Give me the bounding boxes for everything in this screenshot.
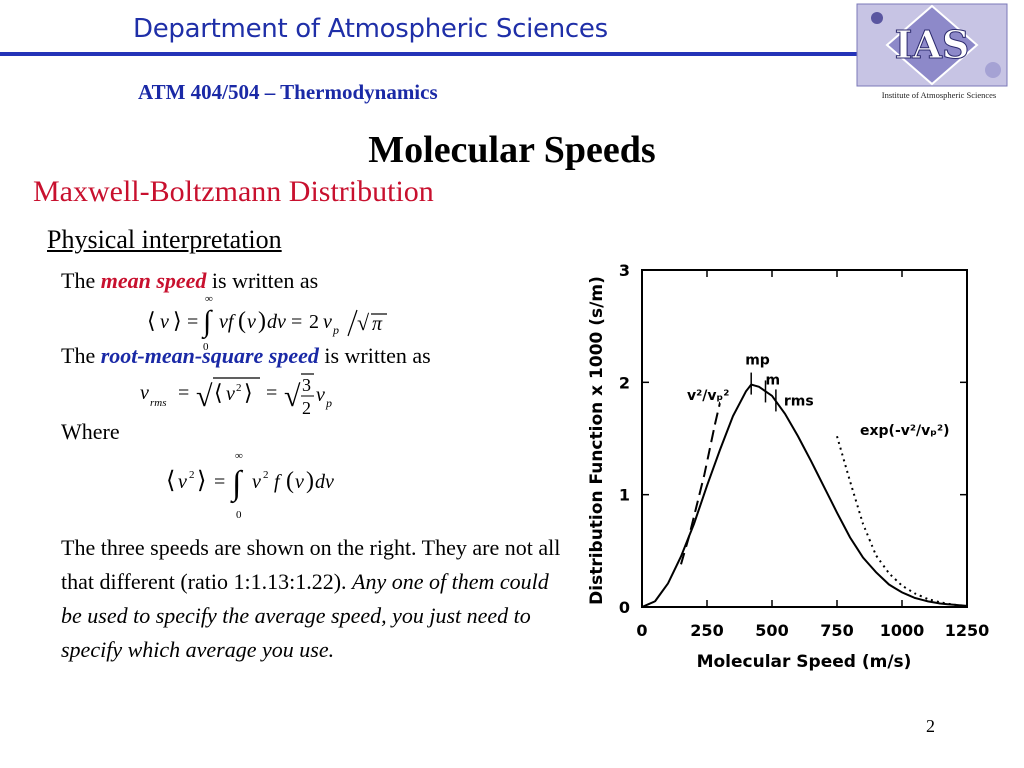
paragraph-italic: Any one of them could be used to specify… xyxy=(61,569,549,662)
y-axis-label: Distribution Function x 1000 (s/m) xyxy=(587,276,607,605)
x-tick-label: 1250 xyxy=(945,621,990,640)
logo-text: IAS xyxy=(895,22,970,67)
svg-text:v: v xyxy=(178,471,187,493)
svg-text:v: v xyxy=(247,311,256,333)
svg-text:√: √ xyxy=(284,380,301,413)
svg-text:∞: ∞ xyxy=(205,293,213,305)
y-tick-label: 3 xyxy=(619,261,630,280)
series-line-2 xyxy=(836,435,968,607)
svg-text:√: √ xyxy=(357,310,370,335)
x-tick-label: 500 xyxy=(755,621,788,640)
svg-text:=: = xyxy=(178,382,189,404)
marker-label-mp: mp xyxy=(745,353,770,369)
svg-text:v: v xyxy=(226,383,235,405)
svg-text:p: p xyxy=(332,323,339,337)
svg-text:⟩: ⟩ xyxy=(173,308,182,333)
svg-text:v: v xyxy=(140,382,149,404)
department-title: Department of Atmospheric Sciences xyxy=(133,14,608,44)
svg-text:=: = xyxy=(291,311,302,333)
mean-speed-term: mean speed xyxy=(100,268,207,293)
svg-text:0: 0 xyxy=(203,341,209,350)
svg-text:π: π xyxy=(372,313,383,335)
svg-text:∞: ∞ xyxy=(235,450,243,462)
svg-text:0: 0 xyxy=(236,509,242,521)
series-line-1 xyxy=(680,402,721,565)
svg-text:∫: ∫ xyxy=(230,465,244,504)
text-is-written: is written as xyxy=(206,268,319,293)
x-tick-label: 0 xyxy=(636,621,647,640)
svg-text:v: v xyxy=(295,471,304,493)
svg-text:⟩: ⟩ xyxy=(244,380,253,405)
rms-speed-term: root-mean-square speed xyxy=(100,343,319,368)
svg-text:p: p xyxy=(325,396,332,410)
svg-text:v: v xyxy=(252,471,261,493)
svg-text:2: 2 xyxy=(189,469,195,481)
marker-label-rms: rms xyxy=(784,393,814,409)
svg-text:=: = xyxy=(266,382,277,404)
mean-speed-line: The mean speed is written as xyxy=(61,268,318,294)
plot-frame xyxy=(641,269,968,608)
svg-text:v: v xyxy=(316,384,325,406)
series-label-exp: exp(-v²/vₚ²) xyxy=(860,423,950,439)
svg-text:(: ( xyxy=(286,468,294,494)
svg-text:⟨: ⟨ xyxy=(147,308,156,333)
x-tick-label: 250 xyxy=(690,621,723,640)
paragraph-text: The three speeds are shown on the right.… xyxy=(61,535,561,594)
x-axis-label: Molecular Speed (m/s) xyxy=(697,652,912,672)
svg-text:2: 2 xyxy=(302,398,311,418)
series-label-ratio: v²/vₚ² xyxy=(687,388,729,404)
svg-text:=: = xyxy=(214,471,225,493)
ias-logo: IAS Institute of Atmospheric Sciences xyxy=(856,3,1008,100)
text-the: The xyxy=(61,268,101,293)
text-is-written-2: is written as xyxy=(318,343,431,368)
series-line-0 xyxy=(641,383,968,608)
svg-text:v: v xyxy=(160,311,169,333)
header-rule xyxy=(0,52,862,56)
rms-speed-equation: v rms = √ ⟨ v 2 ⟩ = √ 3 2 v p xyxy=(140,373,332,418)
x-tick-label: 1000 xyxy=(880,621,925,640)
section-heading: Physical interpretation xyxy=(47,225,282,254)
marker-label-m: m xyxy=(766,372,781,388)
logo-caption: Institute of Atmospheric Sciences xyxy=(882,90,997,100)
where-label: Where xyxy=(61,419,120,444)
slide-subtitle: Maxwell-Boltzmann Distribution xyxy=(33,175,434,208)
svg-text:2: 2 xyxy=(263,469,269,481)
svg-text:dv: dv xyxy=(267,311,286,333)
slide-title: Molecular Speeds xyxy=(368,129,656,171)
explanation-paragraph: The three speeds are shown on the right.… xyxy=(61,531,561,667)
svg-text:∫: ∫ xyxy=(201,305,213,340)
svg-text:⟨: ⟨ xyxy=(214,380,223,405)
svg-text:⟩: ⟩ xyxy=(197,468,206,494)
y-tick-label: 0 xyxy=(619,598,630,617)
svg-text:v: v xyxy=(323,311,332,333)
page-number: 2 xyxy=(926,716,935,736)
text-the-2: The xyxy=(61,343,101,368)
course-title: ATM 404/504 – Thermodynamics xyxy=(138,80,438,104)
y-tick-label: 1 xyxy=(619,486,630,505)
svg-text:(: ( xyxy=(238,308,246,334)
svg-text:dv: dv xyxy=(315,471,334,493)
svg-text:): ) xyxy=(258,308,266,334)
svg-text:2: 2 xyxy=(309,311,319,333)
svg-text:√: √ xyxy=(196,380,213,413)
y-tick-label: 2 xyxy=(619,373,630,392)
svg-text:): ) xyxy=(306,468,314,494)
svg-text:3: 3 xyxy=(302,375,311,395)
rms-speed-line: The root-mean-square speed is written as xyxy=(61,343,431,369)
svg-text:2: 2 xyxy=(236,382,242,394)
svg-text:⟨: ⟨ xyxy=(166,468,175,494)
x-tick-label: 750 xyxy=(820,621,853,640)
mean-square-speed-equation: ⟨ v 2 ⟩ = ∫ ∞ 0 v 2 f ( v ) dv xyxy=(166,450,334,521)
svg-text:f: f xyxy=(274,471,282,493)
svg-text:vf: vf xyxy=(219,311,236,333)
mean-speed-equation: ⟨ v ⟩ = ∫ ∞ 0 vf ( v ) dv = 2 v p √ π xyxy=(147,293,387,350)
svg-text:=: = xyxy=(187,311,198,333)
svg-text:rms: rms xyxy=(150,397,167,409)
